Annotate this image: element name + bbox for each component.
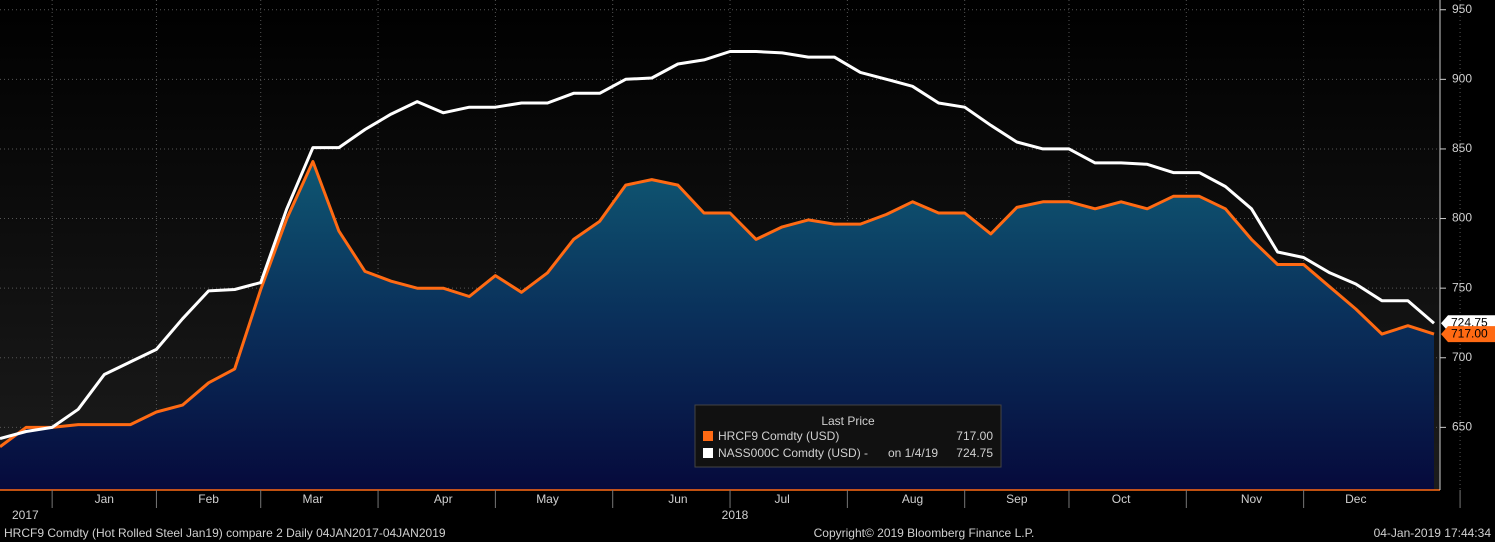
- x-tick-label: Jul: [775, 492, 790, 506]
- y-tick-label: 650: [1452, 420, 1472, 434]
- x-tick-label: Dec: [1345, 492, 1366, 506]
- footer-left: HRCF9 Comdty (Hot Rolled Steel Jan19) co…: [4, 526, 446, 540]
- y-tick-label: 950: [1452, 2, 1472, 16]
- legend-label: NASS000C Comdty (USD) -: [718, 446, 868, 460]
- line: [0, 50, 1435, 440]
- x-tick-label: Sep: [1006, 492, 1028, 506]
- axes: 650 700 750 800 850 900 950 Jan Feb Mar Apr May Jun J…: [51, 2, 1495, 508]
- x-tick-label: Mar: [303, 492, 324, 506]
- x-tick-label: Jun: [668, 492, 687, 506]
- footer-right: 04-Jan-2019 17:44:34: [1374, 526, 1492, 540]
- plot: [0, 50, 1435, 490]
- y-tick-label: 800: [1452, 211, 1472, 225]
- year-label: 2018: [722, 508, 749, 522]
- x-tick-label: Feb: [198, 492, 219, 506]
- legend-swatch: [703, 431, 713, 441]
- x-tick-label: Aug: [902, 492, 923, 506]
- year-label: 2017: [12, 508, 39, 522]
- legend-value: 724.75: [956, 446, 993, 460]
- y-tick-label: 700: [1452, 350, 1472, 364]
- legend-value: 717.00: [956, 429, 993, 443]
- area: [0, 161, 1434, 490]
- legend: Last Price HRCF9 Comdty (USD) 717.00 NAS…: [694, 404, 1002, 468]
- x-tick-label: Jan: [95, 492, 114, 506]
- x-tick-label: May: [536, 492, 559, 506]
- footer-center: Copyright© 2019 Bloomberg Finance L.P.: [814, 526, 1035, 540]
- y-tick-label: 900: [1452, 72, 1472, 86]
- legend-date: on 1/4/19: [888, 446, 938, 460]
- x-tick-label: Oct: [1112, 492, 1131, 506]
- last-value-label: 724.75: [1451, 315, 1488, 329]
- legend-title: Last Price: [821, 414, 875, 428]
- x-tick-label: Nov: [1241, 492, 1262, 506]
- line: [0, 160, 1435, 449]
- legend-swatch: [703, 448, 713, 458]
- last-value-tag: [1441, 326, 1495, 343]
- last-value-label: 717.00: [1451, 326, 1488, 340]
- legend-box: [694, 404, 1002, 468]
- x-tick-label: Apr: [434, 492, 453, 506]
- y-tick-label: 750: [1452, 280, 1472, 294]
- y-tick-label: 850: [1452, 141, 1472, 155]
- legend-label: HRCF9 Comdty (USD): [718, 429, 839, 443]
